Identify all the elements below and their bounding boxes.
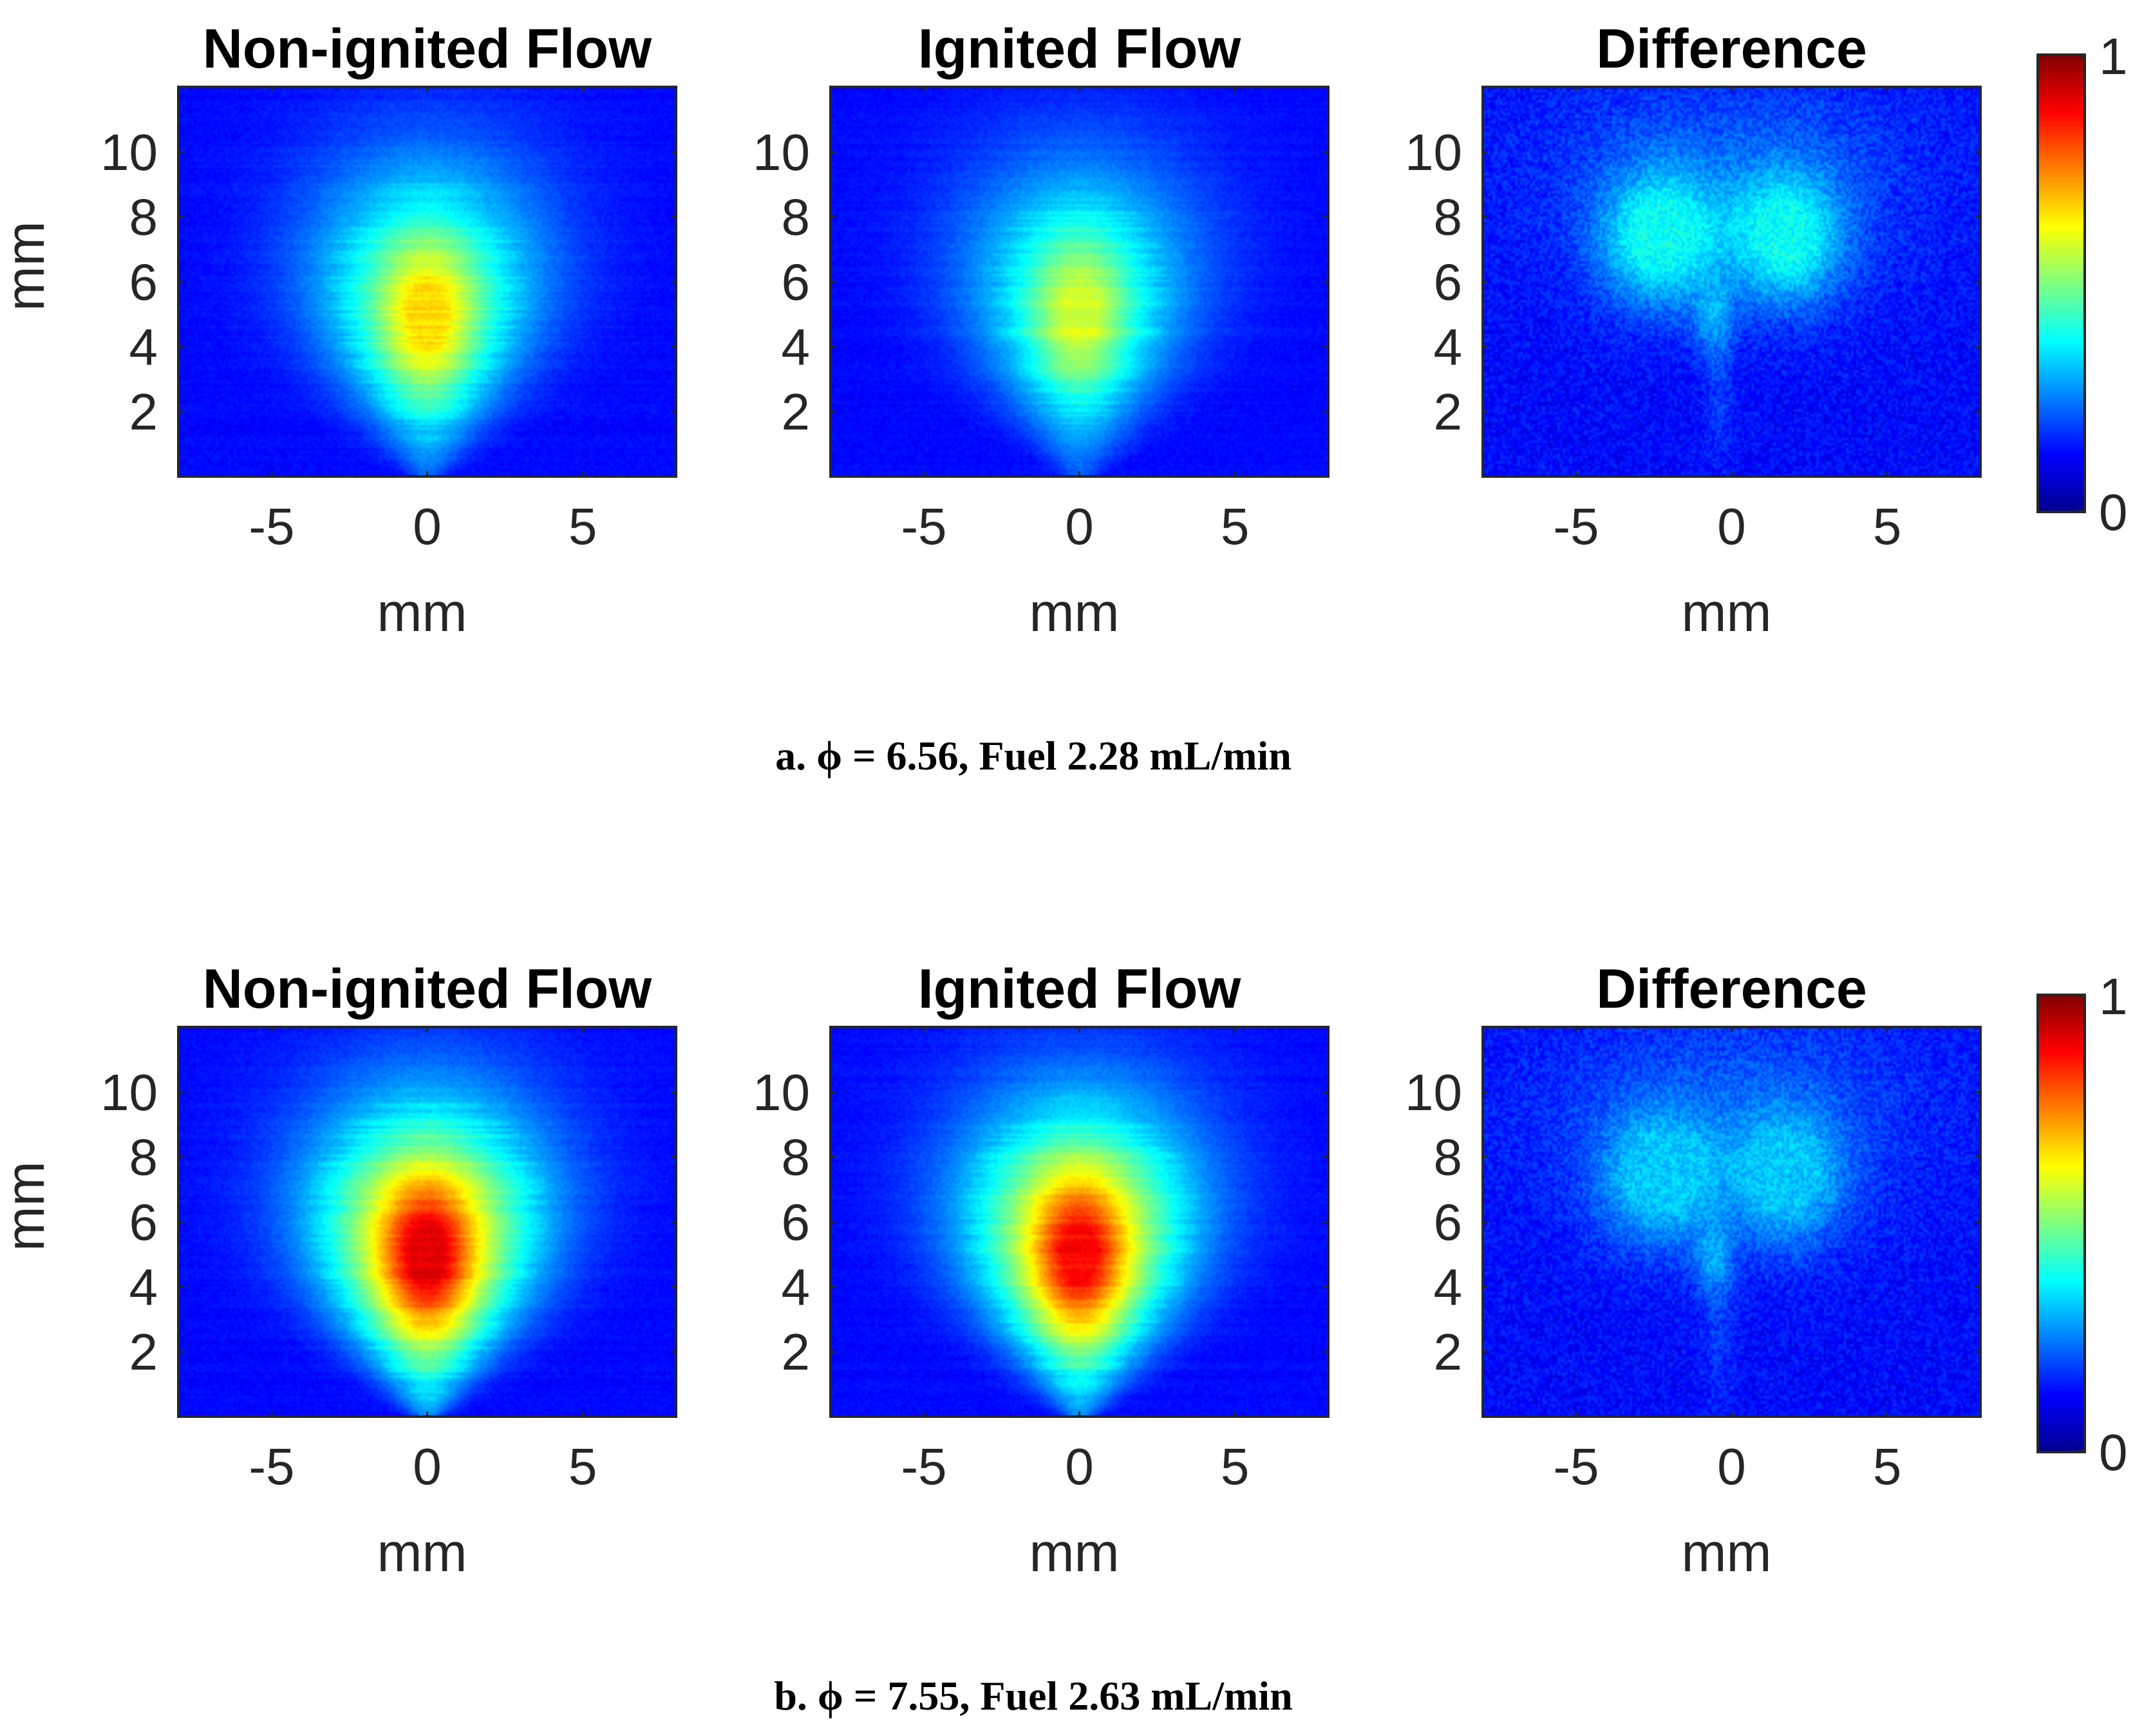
y-tick-label: 10 (1405, 124, 1462, 181)
colorbar: 10 (2036, 968, 2128, 1481)
heatmap-image (1483, 87, 1980, 476)
y-tick-label: 8 (1434, 1129, 1463, 1186)
y-tick-label: 8 (129, 189, 158, 246)
y-tick-label: 4 (782, 1258, 811, 1316)
x-tick-label: -5 (901, 498, 946, 555)
panel: Ignited Flow -5 0 5 2 4 6 8 10 mm (753, 958, 1330, 1583)
figure-caption: a. ϕ = 6.56, Fuel 2.28 mL/min (775, 733, 1292, 778)
x-tick-label: -5 (1553, 498, 1599, 555)
y-tick-label: 2 (129, 1323, 158, 1381)
y-tick-label: 4 (129, 1258, 158, 1316)
y-tick-label: 4 (1434, 1258, 1463, 1316)
y-tick-label: 10 (100, 1064, 158, 1121)
panel-title: Non-ignited Flow (203, 958, 653, 1020)
y-tick-label: 2 (782, 383, 811, 440)
y-tick-label: 4 (129, 318, 158, 375)
panel-title: Difference (1596, 958, 1867, 1020)
panel: Difference -5 0 5 2 4 6 8 10 mm (1405, 958, 1982, 1583)
y-tick-label: 10 (1405, 1064, 1462, 1121)
panel-title: Difference (1596, 18, 1867, 80)
y-tick-label: 2 (782, 1323, 811, 1381)
x-tick-label: 0 (1717, 1438, 1746, 1495)
x-tick-label: 5 (1221, 1438, 1250, 1495)
y-tick-label: 6 (782, 1194, 811, 1251)
panel: Non-ignited Flow -5 0 5 2 4 6 8 10 mm mm (0, 958, 677, 1583)
panel-title: Ignited Flow (918, 18, 1242, 80)
y-tick-label: 6 (1434, 1194, 1463, 1251)
y-axis-label: mm (0, 221, 55, 311)
y-tick-label: 8 (129, 1129, 158, 1186)
panel: Ignited Flow -5 0 5 2 4 6 8 10 mm (753, 18, 1330, 643)
x-tick-label: 0 (1065, 498, 1094, 555)
panel: Non-ignited Flow -5 0 5 2 4 6 8 10 mm mm (0, 18, 677, 643)
panel-title: Non-ignited Flow (203, 18, 653, 80)
heatmap-image (831, 87, 1328, 476)
y-tick-label: 10 (100, 124, 158, 181)
x-tick-label: 5 (569, 1438, 597, 1495)
y-tick-label: 8 (782, 189, 811, 246)
x-tick-label: -5 (1553, 1438, 1599, 1495)
y-tick-label: 2 (1434, 383, 1463, 440)
x-tick-label: 0 (413, 1438, 442, 1495)
y-tick-label: 6 (782, 254, 811, 311)
y-tick-label: 8 (782, 1129, 811, 1186)
x-tick-label: 5 (1221, 498, 1250, 555)
x-axis-label: mm (1682, 582, 1772, 643)
x-axis-label: mm (1029, 1522, 1120, 1583)
x-tick-label: 0 (1717, 498, 1746, 555)
colorbar-gradient (2036, 994, 2086, 1453)
heatmap-image (178, 87, 676, 476)
y-tick-label: 8 (1434, 189, 1463, 246)
y-tick-label: 10 (753, 124, 810, 181)
colorbar-min-label: 0 (2099, 484, 2128, 541)
x-axis-label: mm (377, 1522, 467, 1583)
colorbar: 10 (2036, 28, 2128, 541)
heatmap-image (831, 1027, 1328, 1417)
heatmap-image (178, 1027, 676, 1417)
heatmap-image (1483, 1027, 1980, 1417)
x-tick-label: -5 (249, 1438, 294, 1495)
y-tick-label: 2 (129, 383, 158, 440)
panel: Difference -5 0 5 2 4 6 8 10 mm (1405, 18, 1982, 643)
colorbar-max-label: 1 (2099, 968, 2128, 1025)
x-tick-label: -5 (249, 498, 294, 555)
x-tick-label: 0 (1065, 1438, 1094, 1495)
y-tick-label: 10 (753, 1064, 810, 1121)
colorbar-min-label: 0 (2099, 1424, 2128, 1481)
x-axis-label: mm (1682, 1522, 1772, 1583)
colorbar-gradient (2036, 53, 2086, 513)
x-tick-label: 5 (1873, 1438, 1902, 1495)
y-tick-label: 4 (782, 318, 811, 375)
x-tick-label: -5 (901, 1438, 946, 1495)
y-tick-label: 6 (129, 254, 158, 311)
y-tick-label: 6 (129, 1194, 158, 1251)
y-tick-label: 2 (1434, 1323, 1463, 1381)
y-tick-label: 6 (1434, 254, 1463, 311)
y-axis-label: mm (0, 1161, 55, 1251)
x-axis-label: mm (1029, 582, 1120, 643)
panel-title: Ignited Flow (918, 958, 1242, 1020)
colorbar-max-label: 1 (2099, 28, 2128, 85)
x-tick-label: 5 (1873, 498, 1902, 555)
figure-caption: b. ϕ = 7.55, Fuel 2.63 mL/min (774, 1673, 1292, 1719)
y-tick-label: 4 (1434, 318, 1463, 375)
x-axis-label: mm (377, 582, 467, 643)
x-tick-label: 0 (413, 498, 442, 555)
x-tick-label: 5 (569, 498, 597, 555)
